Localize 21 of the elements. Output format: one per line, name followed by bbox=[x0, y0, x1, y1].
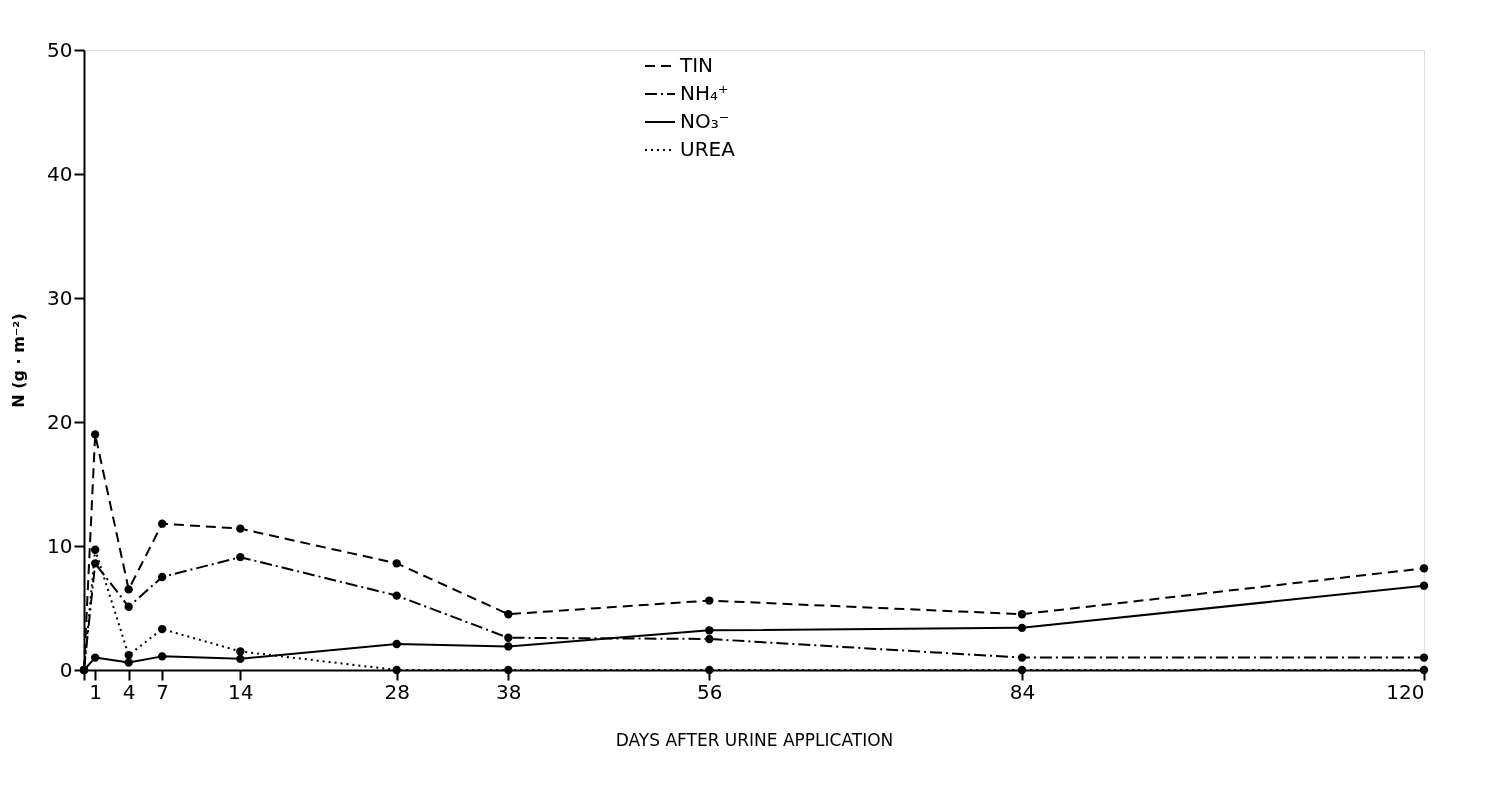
y-axis-title: N (g · m⁻²) bbox=[9, 313, 29, 408]
x-tick-label: 7 bbox=[156, 679, 170, 704]
x-tick-label: 84 bbox=[1009, 679, 1036, 704]
legend-label: TIN bbox=[679, 53, 714, 77]
y-tick-label: 10 bbox=[47, 533, 73, 558]
x-tick-label: 1 bbox=[89, 679, 103, 704]
x-tick-label: 120 bbox=[1386, 679, 1425, 704]
y-tick-label: 40 bbox=[47, 161, 73, 186]
x-tick-label: 28 bbox=[384, 679, 410, 704]
y-tick-label: 0 bbox=[59, 657, 73, 682]
legend-label: NH₄⁺ bbox=[680, 81, 729, 105]
x-tick-label: 56 bbox=[697, 679, 723, 704]
x-tick-label: 4 bbox=[122, 679, 136, 704]
legend-label: UREA bbox=[680, 137, 736, 161]
y-tick-label: 20 bbox=[47, 409, 73, 434]
y-tick-label: 30 bbox=[47, 285, 73, 310]
y-tick-label: 50 bbox=[47, 37, 73, 62]
x-axis-title: DAYS AFTER URINE APPLICATION bbox=[615, 729, 894, 750]
x-tick-label: 38 bbox=[496, 679, 522, 704]
legend-label: NO₃⁻ bbox=[680, 109, 730, 133]
x-tick-label: 14 bbox=[228, 679, 254, 704]
